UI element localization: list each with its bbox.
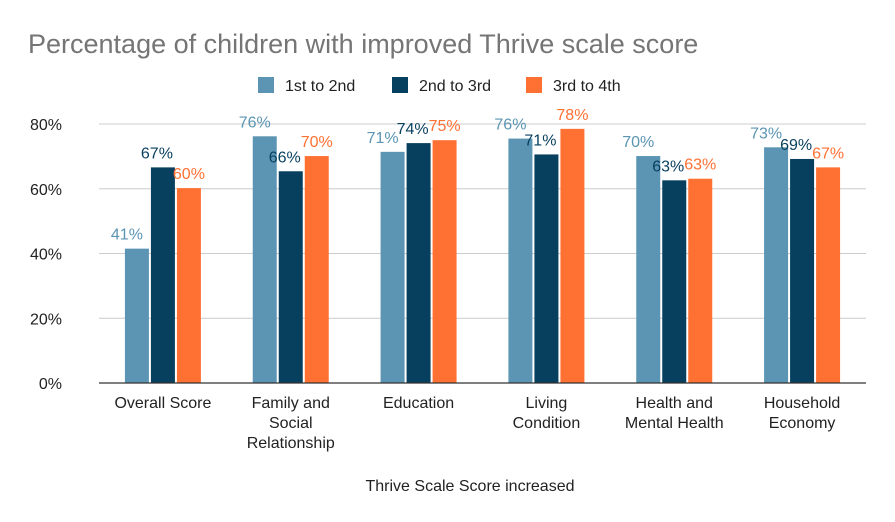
legend: 1st to 2nd 2nd to 3rd 3rd to 4th <box>258 77 621 95</box>
legend-swatch <box>526 77 542 93</box>
x-axis-title: Thrive Scale Score increased <box>366 478 575 495</box>
category-label: Health and <box>636 395 713 412</box>
bar <box>252 136 277 383</box>
bar <box>764 147 789 383</box>
data-label: 41% <box>111 227 143 244</box>
bar <box>534 154 559 383</box>
bar <box>304 156 329 383</box>
data-label: 70% <box>301 134 333 151</box>
legend-swatch <box>258 77 274 93</box>
category-label: Mental Health <box>625 415 724 432</box>
legend-label: 3rd to 4th <box>553 78 621 95</box>
data-label: 76% <box>494 117 526 134</box>
data-label: 63% <box>652 158 684 175</box>
y-tick-label: 0% <box>39 376 62 393</box>
data-label: 78% <box>556 107 588 124</box>
y-tick-label: 40% <box>30 247 62 264</box>
bar <box>508 138 533 383</box>
bar <box>790 158 815 383</box>
bar <box>636 156 661 383</box>
category-label: Relationship <box>247 435 335 452</box>
bar <box>432 140 457 383</box>
chart-title: Percentage of children with improved Thr… <box>28 29 698 59</box>
data-label: 60% <box>173 166 205 183</box>
data-label: 67% <box>812 145 844 162</box>
y-tick-label: 60% <box>30 182 62 199</box>
data-label: 71% <box>367 130 399 147</box>
bar <box>380 151 405 383</box>
category-label: Condition <box>513 415 581 432</box>
legend-swatch <box>392 77 408 93</box>
bar <box>662 180 687 383</box>
bar <box>150 167 175 383</box>
data-label: 73% <box>750 125 782 142</box>
data-label: 76% <box>239 114 271 131</box>
bar <box>688 178 713 383</box>
category-label: Overall Score <box>114 395 211 412</box>
category-label: Social <box>269 415 313 432</box>
data-label: 75% <box>429 118 461 135</box>
bar <box>816 167 841 383</box>
bar <box>278 171 303 383</box>
y-tick-label: 20% <box>30 311 62 328</box>
category-label: Household <box>764 395 841 412</box>
category-label: Economy <box>769 415 836 432</box>
bar <box>124 248 149 383</box>
data-label: 66% <box>269 149 301 166</box>
data-label: 67% <box>141 145 173 162</box>
bar <box>560 128 585 383</box>
data-label: 74% <box>397 121 429 138</box>
data-labels: 41%76%71%76%70%73%67% 66%74%71%63%69%60%7… <box>111 107 844 244</box>
legend-label: 1st to 2nd <box>285 78 355 95</box>
data-label: 70% <box>622 134 654 151</box>
data-label: 63% <box>684 157 716 174</box>
bars <box>124 128 841 383</box>
gridlines <box>99 123 866 319</box>
bar <box>406 143 431 383</box>
category-label: Living <box>526 395 568 412</box>
category-label: Education <box>383 395 454 412</box>
y-tick-label: 80% <box>30 117 62 134</box>
data-label: 71% <box>524 132 556 149</box>
y-axis-ticks: 0% 20% 40% 60% 80% <box>30 117 62 393</box>
category-label: Family and <box>252 395 330 412</box>
legend-label: 2nd to 3rd <box>419 78 491 95</box>
bar <box>176 188 201 383</box>
data-label: 69% <box>780 137 812 154</box>
category-labels: Overall Score Family and Social Relationshi… <box>114 395 840 452</box>
